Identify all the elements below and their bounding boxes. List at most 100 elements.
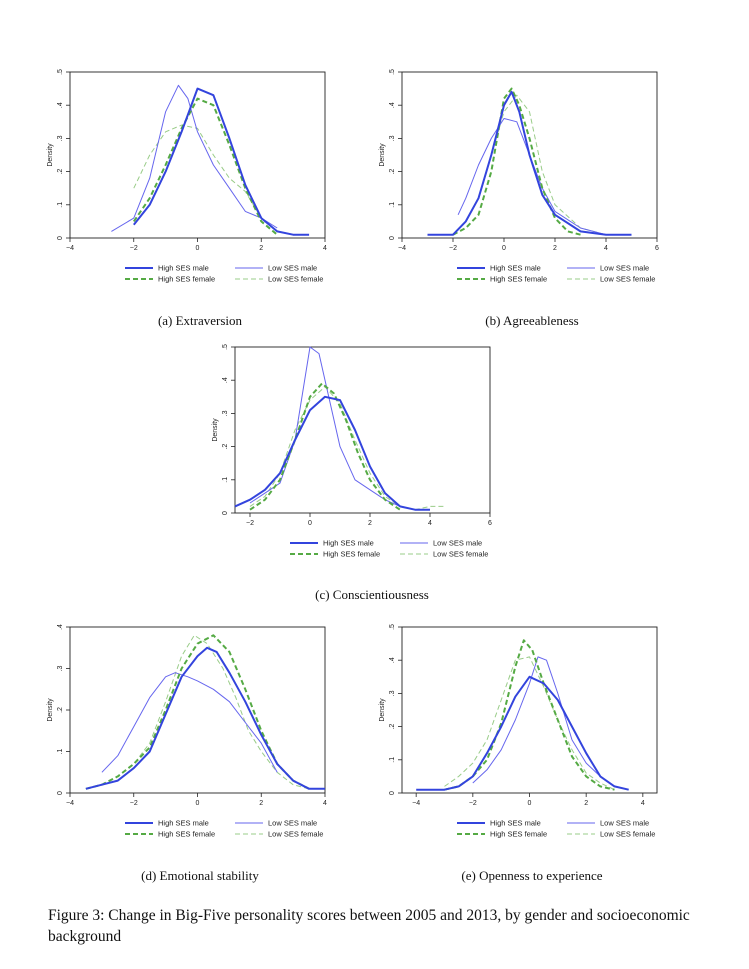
x-tick-label: 4 (604, 245, 608, 252)
y-tick-label: .4 (389, 102, 396, 108)
x-tick-label: 0 (196, 800, 200, 807)
subcaption-conscientiousness: (c) Conscientiousness (315, 587, 429, 602)
y-tick-label: 0 (389, 791, 396, 795)
figure-caption: Figure 3: Change in Big-Five personality… (48, 907, 690, 945)
panel-emotional-stability: 0 .1 .2 .3 .4 Density −4 −2 0 2 4 High SES male Low … (40, 623, 340, 858)
legend-label-low-ses-female: Low SES female (268, 275, 323, 284)
y-tick-label: 0 (389, 236, 396, 240)
legend-label-high-ses-female: High SES female (158, 275, 215, 284)
y-axis-label: Density (212, 418, 219, 442)
y-axis-label: Density (47, 143, 54, 167)
legend-label-high-ses-female: High SES female (490, 275, 547, 284)
subcaption-openness: (e) Openness to experience (461, 868, 603, 883)
x-tick-label: 2 (259, 800, 263, 807)
plot-frame (234, 346, 491, 514)
x-tick-label: 6 (488, 520, 492, 527)
y-tick-label: .3 (389, 135, 396, 141)
y-tick-label: 0 (57, 791, 64, 795)
legend-label-low-ses-female: Low SES female (433, 550, 488, 559)
legend-label-high-ses-male: High SES male (158, 819, 209, 828)
legend-label-high-ses-female: High SES female (158, 830, 215, 839)
series-line-high-ses-female (249, 382, 401, 511)
legend-label-high-ses-female: High SES female (323, 550, 380, 559)
y-tick-label: .2 (57, 707, 64, 713)
x-tick-label: −4 (66, 245, 74, 252)
y-tick-label: .1 (57, 202, 64, 208)
plot-frame (69, 71, 326, 239)
y-tick-label: 0 (57, 236, 64, 240)
y-tick-label: .4 (389, 657, 396, 663)
y-tick-label: .3 (57, 135, 64, 141)
chart-emotional-stability: 0 .1 .2 .3 .4 Density −4 −2 0 2 4 High SES male Low … (47, 624, 327, 839)
panel-extraversion: 0 .1 .2 .3 .4 .5 Density −4 −2 0 2 4 High SES male Lo… (40, 68, 340, 303)
legend-label-low-ses-male: Low SES male (600, 264, 649, 273)
panel-conscientiousness: 0 .1 .2 .3 .4 .5 Density −2 0 2 4 6 High SES male Low… (205, 343, 505, 578)
y-axis-label: Density (379, 143, 386, 167)
panel-openness: 0 .1 .2 .3 .4 .5 Density −4 −2 0 2 4 High SES male Lo… (372, 623, 672, 858)
x-tick-label: 4 (428, 520, 432, 527)
series-line-low-ses-female (452, 94, 607, 236)
y-tick-label: .1 (222, 477, 229, 483)
y-tick-label: .1 (57, 748, 64, 754)
x-tick-label: −2 (449, 245, 457, 252)
series-line-high-ses-female (85, 634, 310, 790)
x-tick-label: 0 (196, 245, 200, 252)
y-tick-label: .4 (57, 102, 64, 108)
y-tick-label: .4 (222, 377, 229, 383)
x-tick-label: 2 (368, 520, 372, 527)
legend-label-low-ses-male: Low SES male (268, 819, 317, 828)
x-tick-label: 2 (259, 245, 263, 252)
y-axis-label: Density (47, 698, 54, 722)
x-tick-label: 4 (323, 800, 327, 807)
y-axis-label: Density (379, 698, 386, 722)
legend-label-high-ses-female: High SES female (490, 830, 547, 839)
y-tick-label: .5 (389, 624, 396, 630)
legend-label-low-ses-female: Low SES female (600, 275, 655, 284)
subcaption-extraversion: (a) Extraversion (157, 313, 243, 328)
series-line-low-ses-female (85, 634, 310, 790)
legend-label-high-ses-male: High SES male (490, 819, 541, 828)
series-line-high-ses-female (452, 87, 581, 236)
series-line-low-ses-female (444, 656, 615, 791)
x-tick-label: −2 (469, 800, 477, 807)
legend-label-low-ses-female: Low SES female (600, 830, 655, 839)
x-tick-label: 4 (323, 245, 327, 252)
x-tick-label: 6 (655, 245, 659, 252)
series-line-low-ses-male (111, 84, 278, 232)
legend-label-high-ses-male: High SES male (490, 264, 541, 273)
y-tick-label: .2 (57, 169, 64, 175)
series-line-high-ses-female (132, 97, 278, 236)
chart-openness: 0 .1 .2 .3 .4 .5 Density −4 −2 0 2 4 High SES male Lo… (379, 624, 658, 839)
x-tick-label: −4 (66, 800, 74, 807)
x-tick-label: 0 (308, 520, 312, 527)
y-tick-label: .3 (222, 410, 229, 416)
plot-frame (69, 626, 326, 794)
x-tick-label: −4 (398, 245, 406, 252)
legend-label-high-ses-male: High SES male (158, 264, 209, 273)
y-tick-label: .2 (389, 724, 396, 730)
series-line-low-ses-male (101, 672, 278, 773)
y-tick-label: .5 (222, 344, 229, 350)
legend-label-high-ses-male: High SES male (323, 539, 374, 548)
y-tick-label: .4 (57, 624, 64, 630)
legend-label-low-ses-male: Low SES male (268, 264, 317, 273)
series-line-high-ses-male (416, 675, 629, 791)
y-tick-label: .3 (57, 665, 64, 671)
chart-extraversion: 0 .1 .2 .3 .4 .5 Density −4 −2 0 2 4 High SES male Lo… (47, 69, 327, 284)
series-line-high-ses-male (427, 90, 632, 236)
y-tick-label: .2 (222, 444, 229, 450)
subcaption-emotional-stability: (d) Emotional stability (141, 868, 259, 883)
series-line-high-ses-male (133, 87, 310, 236)
panel-agreeableness: 0 .1 .2 .3 .4 .5 Density −4 −2 0 2 4 6 High SES male L… (372, 68, 672, 303)
x-tick-label: 0 (502, 245, 506, 252)
legend-label-low-ses-female: Low SES female (268, 830, 323, 839)
x-tick-label: −2 (130, 245, 138, 252)
y-tick-label: 0 (222, 511, 229, 515)
x-tick-label: −4 (412, 800, 420, 807)
x-tick-label: −2 (246, 520, 254, 527)
y-tick-label: .5 (389, 69, 396, 75)
x-tick-label: 2 (553, 245, 557, 252)
y-tick-label: .1 (389, 202, 396, 208)
y-tick-label: .3 (389, 690, 396, 696)
series-line-high-ses-female (444, 639, 615, 791)
